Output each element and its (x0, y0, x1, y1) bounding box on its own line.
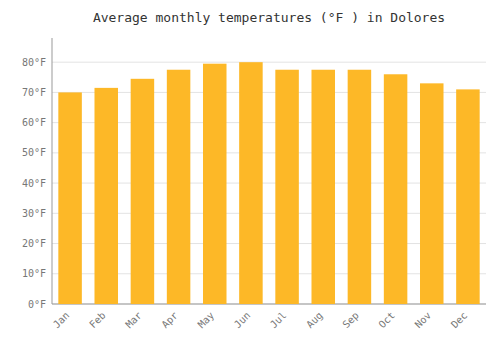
x-tick-label: Aug (304, 310, 325, 331)
y-tick-label: 70°F (22, 87, 46, 98)
x-tick-label: Sep (340, 310, 361, 331)
bar (94, 88, 118, 304)
y-tick-label: 60°F (22, 117, 46, 128)
grid (52, 62, 486, 304)
bar (456, 89, 480, 304)
bar (348, 70, 372, 304)
y-tick-label: 10°F (22, 268, 46, 279)
y-tick-label: 0°F (28, 299, 46, 310)
x-tick-label: Mar (123, 310, 144, 331)
bar (311, 70, 335, 304)
x-tick-label: May (196, 310, 217, 331)
y-tick-label: 30°F (22, 208, 46, 219)
x-tick-label: Jun (232, 310, 253, 331)
x-tick-label: Dec (449, 310, 470, 331)
title: Average monthly temperatures (°F ) in Do… (93, 10, 445, 25)
bar (131, 79, 155, 304)
y-tick-label: 20°F (22, 238, 46, 249)
x-tick-label: Oct (376, 310, 397, 331)
bar (58, 92, 82, 304)
x-tick-label: Feb (87, 310, 108, 331)
bar (420, 83, 444, 304)
bars (58, 62, 479, 304)
chart: Average monthly temperatures (°F ) in Do… (0, 0, 500, 350)
chart-container: Average monthly temperatures (°F ) in Do… (0, 0, 500, 350)
x-tick-label: Apr (159, 310, 180, 331)
bar (384, 74, 408, 304)
x-tick-label: Jan (51, 310, 72, 331)
bar (275, 70, 299, 304)
bar (167, 70, 191, 304)
y-tick-label: 80°F (22, 57, 46, 68)
x-tick-label: Jul (268, 310, 289, 331)
y-axis-line (52, 38, 53, 304)
x-tick-label: Nov (413, 310, 434, 331)
grid-line (52, 62, 486, 63)
bar (239, 62, 263, 304)
y-tick-label: 50°F (22, 147, 46, 158)
y-tick-label: 40°F (22, 178, 46, 189)
bar (203, 64, 227, 304)
